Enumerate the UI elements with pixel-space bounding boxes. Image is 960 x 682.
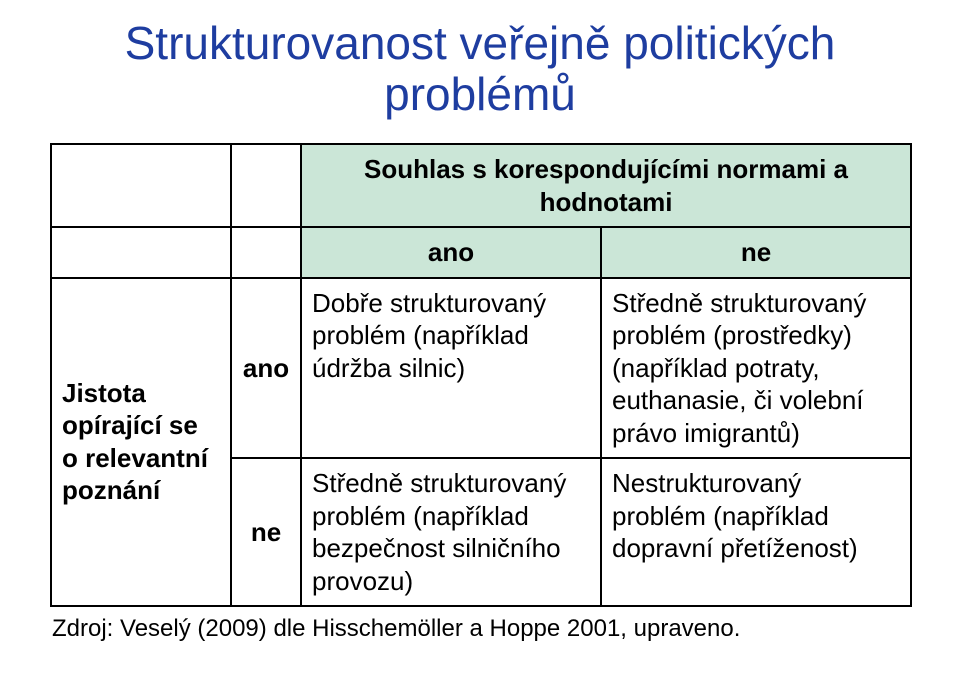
cell-yes-no: Středně strukturovaný problém (prostředk… (601, 278, 911, 459)
stub-cell-4 (231, 227, 301, 278)
cell-yes-yes: Dobře strukturovaný problém (například ú… (301, 278, 601, 459)
column-header-yes: ano (301, 227, 601, 278)
stub-cell-1 (51, 144, 231, 227)
stub-cell-3 (51, 227, 231, 278)
row-header-yes: ano (231, 278, 301, 459)
cell-no-yes: Středně strukturovaný problém (například… (301, 458, 601, 606)
stub-cell-2 (231, 144, 301, 227)
row-header-no: ne (231, 458, 301, 606)
column-header-no: ne (601, 227, 911, 278)
row-group-label: Jistota opírající se o relevantní poznán… (51, 278, 231, 607)
cell-no-no: Nestrukturovaný problém (například dopra… (601, 458, 911, 606)
table-header-row-1: Souhlas s korespondujícími normami a hod… (51, 144, 911, 227)
slide-container: Strukturovanost veřejně politických prob… (0, 0, 960, 682)
table-row: Jistota opírající se o relevantní poznán… (51, 278, 911, 459)
table-header-row-2: ano ne (51, 227, 911, 278)
slide-title: Strukturovanost veřejně politických prob… (50, 18, 910, 119)
source-citation: Zdroj: Veselý (2009) dle Hisschemöller a… (50, 613, 910, 644)
structure-matrix-table: Souhlas s korespondujícími normami a hod… (50, 143, 912, 607)
column-group-header: Souhlas s korespondujícími normami a hod… (301, 144, 911, 227)
